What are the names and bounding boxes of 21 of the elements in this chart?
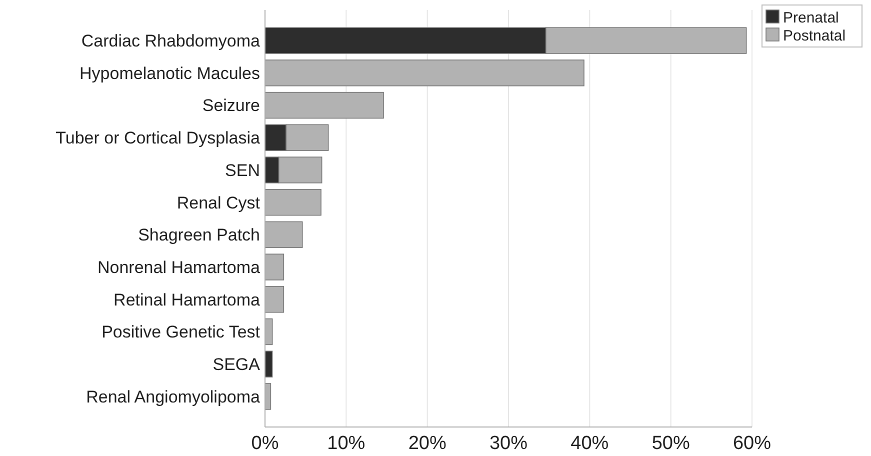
x-tick-label: 0% <box>251 433 279 454</box>
y-tick-label: Hypomelanotic Macules <box>80 64 260 83</box>
x-tick-label: 40% <box>570 433 609 454</box>
x-tick-label: 50% <box>652 433 690 454</box>
x-tick-label: 60% <box>732 433 772 454</box>
y-tick-label: SEGA <box>212 355 261 374</box>
y-tick-label: Seizure <box>202 96 260 116</box>
y-tick-label: Nonrenal Hamartoma <box>97 258 261 277</box>
y-tick-label: Shagreen Patch <box>138 226 260 245</box>
x-tick-label: 30% <box>489 433 528 454</box>
y-tick-label: Cardiac Rhabdomyoma <box>81 32 261 51</box>
y-tick-label: Retinal Hamartoma <box>114 290 261 310</box>
y-tick-label: Tuber or Cortical Dysplasia <box>56 128 261 148</box>
y-tick-label: Renal Cyst <box>176 193 260 212</box>
x-tick-label: 10% <box>327 433 366 454</box>
legend-label: Postnatal <box>783 27 846 44</box>
y-tick-label: Renal Angiomyolipoma <box>86 387 261 406</box>
y-tick-label: SEN <box>225 160 260 180</box>
x-tick-label: 20% <box>408 433 446 454</box>
y-tick-label: Positive Genetic Test <box>102 322 260 342</box>
legend-label: Prenatal <box>783 9 839 26</box>
